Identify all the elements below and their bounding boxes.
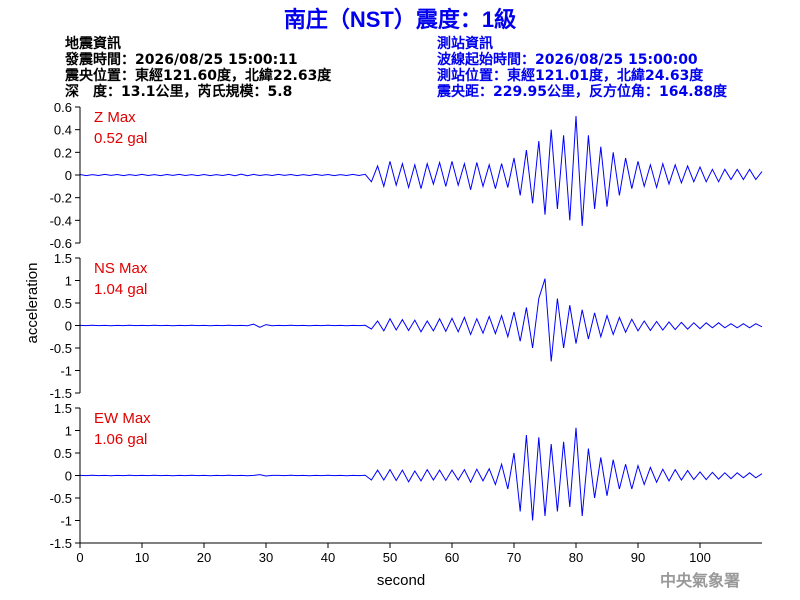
- y-tick-label: 0.6: [54, 100, 72, 115]
- y-tick-label: -1.5: [50, 386, 72, 401]
- max-label: 1.04 gal: [94, 281, 147, 298]
- x-tick-label: 100: [689, 550, 711, 565]
- credit: 中央氣象署: [660, 571, 740, 590]
- station-line: 震央距：229.95公里，反方位角：164.88度: [436, 83, 728, 100]
- x-tick-label: 80: [569, 550, 583, 565]
- y-tick-label: 0: [65, 168, 72, 183]
- waveform: [79, 116, 763, 227]
- x-tick-label: 70: [507, 550, 521, 565]
- y-tick-label: 1.5: [54, 401, 72, 416]
- y-tick-label: -1: [60, 364, 72, 379]
- x-tick-label: 90: [631, 550, 645, 565]
- x-tick-label: 40: [321, 550, 335, 565]
- y-tick-label: 0.4: [54, 123, 72, 138]
- y-tick-label: 0: [65, 469, 72, 484]
- y-tick-label: 0.5: [54, 446, 72, 461]
- event-line: 深 度：13.1公里，芮氏規模：5.8: [65, 83, 292, 100]
- y-tick-label: -1.5: [50, 536, 72, 551]
- y-tick-label: -0.5: [50, 341, 72, 356]
- y-tick-label: 1: [65, 274, 72, 289]
- max-label: 1.06 gal: [94, 431, 147, 448]
- x-tick-label: 60: [445, 550, 459, 565]
- waveform: [79, 427, 763, 521]
- y-tick-label: -1: [60, 514, 72, 529]
- y-tick-label: -0.2: [50, 191, 72, 206]
- station-line: 測站位置：東經121.01度，北緯24.63度: [437, 67, 704, 84]
- max-label: 0.52 gal: [94, 130, 147, 147]
- y-tick-label: -0.4: [50, 213, 72, 228]
- x-tick-label: 30: [259, 550, 273, 565]
- title: 南庄（NST）震度：1級: [284, 7, 516, 32]
- y-tick-label: -0.5: [50, 491, 72, 506]
- trace-label: Z Max: [94, 109, 136, 126]
- x-tick-label: 20: [197, 550, 211, 565]
- y-tick-label: 1.5: [54, 251, 72, 266]
- event-line: 發震時間：2026/08/25 15:00:11: [64, 51, 298, 68]
- y-tick-label: 1: [65, 424, 72, 439]
- trace-label: NS Max: [94, 260, 148, 277]
- y-tick-label: 0.5: [54, 296, 72, 311]
- x-tick-label: 50: [383, 550, 397, 565]
- waveform: [79, 278, 763, 362]
- y-tick-label: 0.2: [54, 145, 72, 160]
- event-line: 震央位置：東經121.60度，北緯22.63度: [64, 67, 332, 84]
- trace-label: EW Max: [94, 410, 151, 427]
- y-tick-label: -0.6: [50, 236, 72, 251]
- station-heading: 測站資訊: [437, 35, 493, 52]
- x-tick-label: 10: [135, 550, 149, 565]
- event-heading: 地震資訊: [65, 35, 121, 52]
- y-axis-label: acceleration: [24, 263, 41, 344]
- y-tick-label: 0: [65, 319, 72, 334]
- x-axis-label: second: [377, 572, 425, 589]
- x-tick-label: 0: [76, 550, 83, 565]
- station-line: 波線起始時間：2026/08/25 15:00:00: [437, 51, 698, 68]
